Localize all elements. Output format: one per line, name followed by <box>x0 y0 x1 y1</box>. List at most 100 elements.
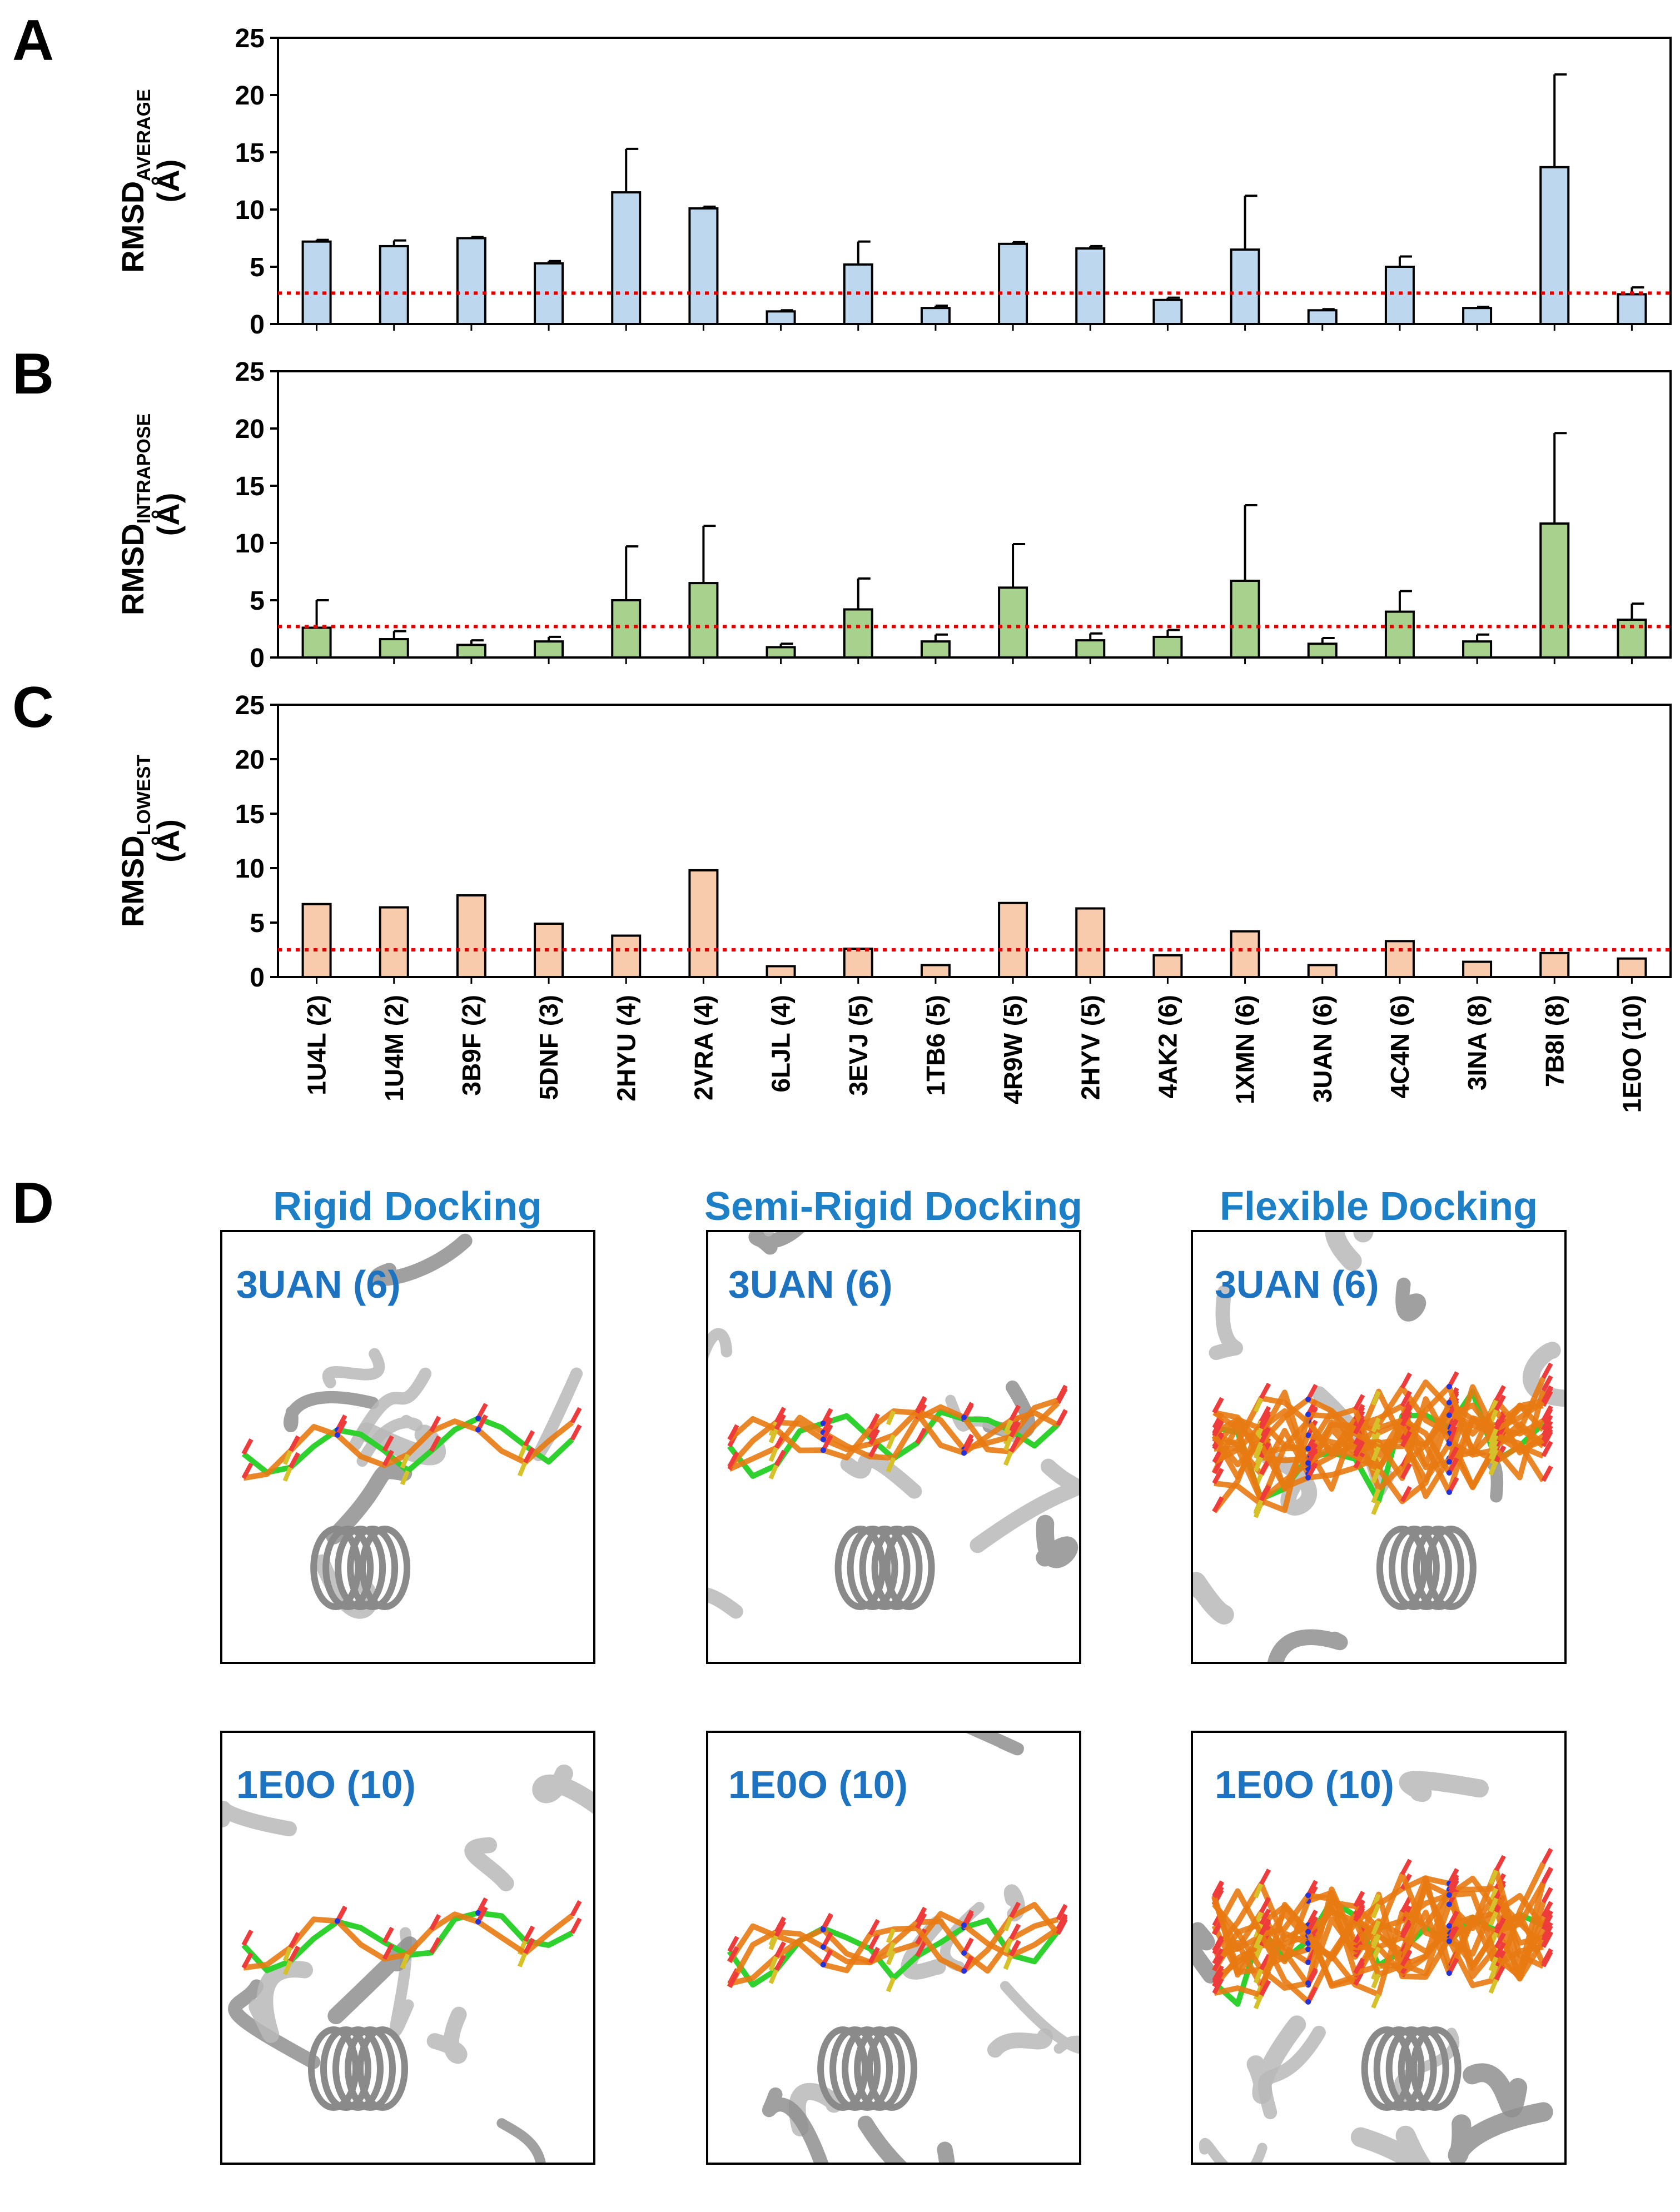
oxygen-atom <box>1541 1867 1553 1885</box>
y-tick-label: 15 <box>235 472 265 501</box>
sulfur-atom <box>517 1444 528 1460</box>
oxygen-atom <box>1056 1904 1068 1921</box>
oxygen-atom <box>570 1407 582 1424</box>
y-axis-unit: (Å) <box>151 160 186 203</box>
nitrogen-atom <box>1446 1970 1452 1976</box>
panel-label-a: A <box>12 8 54 73</box>
bar <box>998 242 1028 325</box>
nitrogen-atom <box>1446 1412 1452 1418</box>
docking-image-rigid-1e0o <box>221 1732 594 2164</box>
oxygen-atom <box>1541 1375 1553 1392</box>
panel-label-c: C <box>12 675 54 740</box>
protein-ribbon <box>496 2118 546 2164</box>
sulfur-atom <box>1371 1974 1381 1989</box>
oxygen-atom <box>1494 1917 1506 1934</box>
protein-ribbon <box>284 1391 379 1433</box>
oxygen-atom <box>1259 1413 1271 1430</box>
oxygen-atom <box>727 1424 739 1441</box>
oxygen-atom <box>1400 1390 1412 1407</box>
docking-image-rigid-3uan <box>221 1231 594 1663</box>
nitrogen-atom <box>1305 1959 1311 1965</box>
bar <box>1075 247 1106 326</box>
docking-image-flexible-3uan <box>1192 1231 1565 1663</box>
nitrogen-atom <box>1305 1999 1311 2005</box>
protein-helix <box>854 2026 906 2111</box>
protein-ribbon <box>707 1587 743 1619</box>
y-axis-unit: (Å) <box>151 819 186 863</box>
sulfur-atom <box>1371 1446 1381 1462</box>
protein-ribbon <box>532 1764 594 1815</box>
sulfur-atom <box>1488 1911 1499 1926</box>
oxygen-atom <box>382 1449 394 1467</box>
sulfur-atom <box>886 1457 896 1472</box>
bar <box>766 965 796 979</box>
oxygen-atom <box>727 1936 739 1952</box>
bar <box>1152 954 1183 979</box>
oxygen-atom <box>1353 1891 1365 1907</box>
sulfur-atom <box>1488 1428 1499 1443</box>
oxygen-atom <box>1259 1979 1271 1996</box>
oxygen-atom <box>1541 1441 1553 1457</box>
nitrogen-atom <box>1446 1892 1452 1898</box>
protein-helix <box>1373 2026 1425 2111</box>
sulfur-atom <box>1488 1461 1499 1476</box>
y-axis-unit: (Å) <box>151 493 186 536</box>
y-tick-label: 25 <box>235 24 265 53</box>
chart-panel-c: 0 5 10 15 20 25 RMSDLOWEST(Å) 1U4L (2) 1U4M (2) 3… <box>115 691 1672 1113</box>
nitrogen-atom <box>1446 1470 1452 1476</box>
oxygen-atom <box>382 1926 394 1944</box>
oxygen-atom <box>1541 1910 1553 1927</box>
oxygen-atom <box>727 1451 739 1468</box>
nitrogen-atom <box>1305 1446 1311 1452</box>
x-category-label: 3B9F (2) <box>457 995 486 1095</box>
structure-label: 1E0O (10) <box>728 1763 908 1806</box>
sulfur-atom <box>517 1952 528 1967</box>
y-tick-label: 20 <box>235 415 265 444</box>
sulfur-atom <box>886 1950 896 1966</box>
oxygen-atom <box>774 1941 786 1958</box>
bar <box>1617 293 1647 326</box>
protein-helix <box>332 2026 384 2111</box>
bar <box>456 644 486 659</box>
oxygen-atom <box>774 1920 786 1937</box>
protein-ribbon <box>1448 2102 1553 2164</box>
bar <box>1384 610 1415 659</box>
protein-helix <box>842 2026 893 2111</box>
nitrogen-atom <box>820 1421 826 1427</box>
nitrogen-atom <box>820 1447 826 1453</box>
bar <box>998 901 1028 978</box>
oxygen-atom <box>1400 1922 1412 1939</box>
nitrogen-atom <box>961 1922 967 1928</box>
oxygen-atom <box>868 1413 880 1430</box>
sulfur-atom <box>1253 1456 1264 1472</box>
oxygen-atom <box>1494 1941 1506 1959</box>
bar <box>1539 522 1570 659</box>
oxygen-atom <box>1400 1896 1412 1914</box>
bar <box>456 237 486 325</box>
oxygen-atom <box>1400 1409 1412 1427</box>
sulfur-atom <box>1488 1956 1499 1972</box>
protein-ribbon <box>1000 1981 1080 2054</box>
nitrogen-atom <box>1446 1441 1452 1447</box>
oxygen-atom <box>1353 1394 1365 1411</box>
oxygen-atom <box>1494 1964 1506 1981</box>
y-tick-label: 0 <box>250 644 265 673</box>
protein-ribbon <box>322 1348 385 1389</box>
oxygen-atom <box>288 1435 300 1452</box>
structure-label: 3UAN (6) <box>728 1263 893 1306</box>
protein-ribbon <box>464 1837 514 1891</box>
oxygen-atom <box>570 1917 582 1934</box>
bar <box>920 307 951 325</box>
nitrogen-atom <box>1305 1432 1311 1438</box>
protein-helix <box>347 1526 399 1611</box>
image-frame <box>1191 1230 1567 1664</box>
protein-ribbon <box>1522 1342 1565 1407</box>
chart-panel-a: 0 5 10 15 20 25 RMSDAVERAGE(Å) <box>115 24 1672 340</box>
oxygen-atom <box>429 1435 441 1452</box>
bar <box>998 586 1028 659</box>
oxygen-atom <box>1259 1909 1271 1925</box>
sulfur-atom <box>886 1434 896 1449</box>
oxygen-atom <box>1212 1971 1224 1988</box>
docking-image-semirigid-1e0o <box>707 1732 1080 2164</box>
bar <box>1075 639 1106 659</box>
